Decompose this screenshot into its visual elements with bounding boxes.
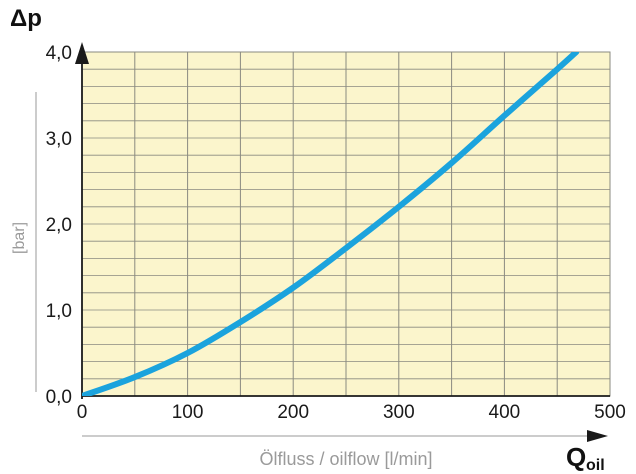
y-axis-symbol: Δp bbox=[10, 5, 42, 32]
series-line bbox=[82, 52, 580, 396]
y-tick-label: 3,0 bbox=[46, 129, 72, 150]
x-tick-label: 400 bbox=[489, 402, 521, 423]
y-tick-label: 0,0 bbox=[46, 387, 72, 408]
axes bbox=[35, 42, 610, 442]
x-tick-label: 100 bbox=[172, 402, 204, 423]
x-tick-label: 500 bbox=[594, 402, 626, 423]
y-tick-label: 4,0 bbox=[46, 43, 72, 64]
y-axis-arrow bbox=[75, 42, 89, 64]
x-axis-symbol-subscript: oil bbox=[586, 457, 605, 474]
x-axis-arrow bbox=[587, 430, 608, 442]
x-axis-symbol: Q bbox=[566, 442, 586, 472]
x-tick-label: 200 bbox=[277, 402, 309, 423]
x-tick-label: 0 bbox=[77, 402, 88, 423]
x-tick-label: 300 bbox=[383, 402, 415, 423]
y-tick-label: 2,0 bbox=[46, 215, 72, 236]
tick-labels: 0 100 200 300 400 500 0,0 1,0 2,0 3,0 4,0 bbox=[46, 43, 626, 423]
series-group bbox=[82, 52, 580, 396]
x-axis-label: Ölfluss / oilflow [l/min] bbox=[259, 449, 432, 469]
grid-lines bbox=[81, 51, 611, 397]
y-axis-unit: [bar] bbox=[11, 222, 28, 254]
y-tick-label: 1,0 bbox=[46, 301, 72, 322]
